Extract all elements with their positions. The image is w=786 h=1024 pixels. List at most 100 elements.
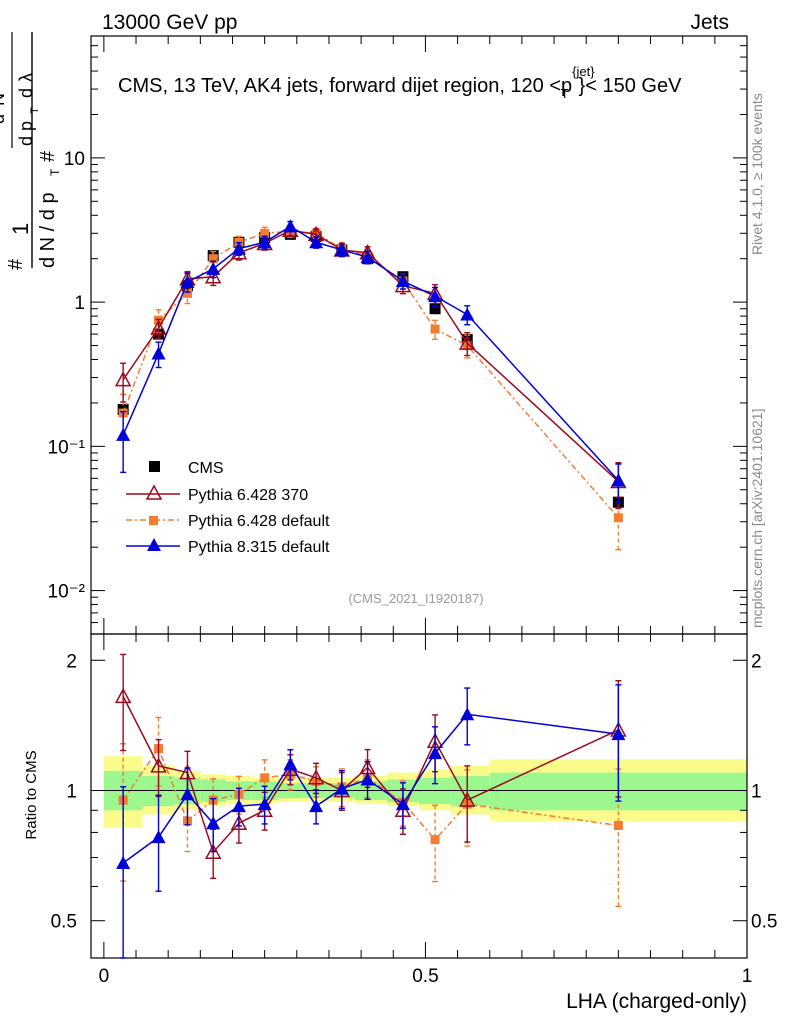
y-tick-label: 10⁻² <box>48 582 86 603</box>
main-panel: 10⁻² 10⁻¹ 1 10 <box>48 35 748 635</box>
ratio-line-p6_default <box>122 746 619 841</box>
svg-text:d: d <box>16 88 36 98</box>
main-point-p8 <box>180 274 195 288</box>
legend-label-cms: CMS <box>188 460 224 477</box>
ratio-y-tick-label-right: 0.5 <box>751 912 777 933</box>
ratio-point-p6_370 <box>307 769 325 785</box>
svg-text:1: 1 <box>8 223 33 235</box>
main-point-p8 <box>283 219 298 233</box>
ratio-point-p8 <box>309 799 324 813</box>
watermark: (CMS_2021_I1920187) <box>348 591 483 606</box>
legend-label-p6-default: Pythia 6.428 default <box>188 513 330 530</box>
main-point-p6_default <box>182 288 192 298</box>
main-point-p6_default <box>430 324 440 334</box>
ratio-ylabel: Ratio to CMS <box>23 750 40 839</box>
main-point-p6_default <box>260 228 270 238</box>
ratio-point-p6_370 <box>458 791 476 807</box>
ratio-point-p8 <box>283 757 298 771</box>
svg-text:N: N <box>0 93 8 106</box>
ratio-line-p6_370 <box>122 696 619 854</box>
legend-item-cms: CMS <box>149 460 224 477</box>
main-point-p6_370 <box>458 334 476 350</box>
main-point-p6_default <box>208 254 218 264</box>
main-point-p8 <box>206 261 221 275</box>
main-point-cms <box>429 303 441 315</box>
main-point-p8 <box>395 274 410 288</box>
rivet-label: Rivet 4.1.0, ≥ 100k events <box>749 93 765 255</box>
legend-item-p6-default: Pythia 6.428 default <box>126 513 330 530</box>
main-point-p8 <box>360 250 375 264</box>
y-tick-label: 10⁻¹ <box>48 437 86 458</box>
ratio-point-p8 <box>116 855 131 869</box>
x-axis-label: LHA (charged-only) <box>566 990 747 1013</box>
main-point-p6_370 <box>150 319 167 335</box>
svg-text:T: T <box>48 168 62 176</box>
svg-text:λ: λ <box>16 73 36 82</box>
ratio-point-p8 <box>360 772 375 786</box>
title-sub: T <box>561 86 569 101</box>
plot-title: CMS, 13 TeV, AK4 jets, forward dijet reg… <box>118 64 682 101</box>
ratio-point-p6_370 <box>204 843 222 859</box>
x-tick-label: 1 <box>742 966 753 987</box>
ratio-point-p8 <box>334 781 349 795</box>
main-line-p6_default <box>122 230 619 519</box>
ratio-point-p6_370 <box>114 687 132 704</box>
legend-label-p8: Pythia 8.315 default <box>188 539 330 556</box>
category-label: Jets <box>690 11 729 34</box>
ratio-y-tick-label: 0.5 <box>51 912 77 933</box>
ratio-point-p8 <box>257 797 272 811</box>
title-sup: {jet} <box>572 64 595 79</box>
source-label: mcplots.cern.ch [arXiv:2401.10621] <box>749 409 765 628</box>
main-point-p8 <box>151 346 166 360</box>
ratio-y-tick-label: 1 <box>66 781 77 802</box>
ratio-y-tick-label: 2 <box>66 651 77 672</box>
y-tick-label: 1 <box>74 293 85 314</box>
svg-text:#: # <box>37 150 59 162</box>
ratio-point-p8 <box>206 816 221 830</box>
title-suffix: }< 150 GeV <box>579 75 683 97</box>
ratio-point-p8 <box>395 797 410 811</box>
ratio-point-p8 <box>180 787 195 801</box>
main-ylabel: # 1 d N / d p T # d 2 N d p T d λ <box>0 32 62 270</box>
x-tick-label: 0 <box>99 966 110 987</box>
main-point-p8 <box>116 427 131 441</box>
ratio-y-tick-label-right: 1 <box>751 781 762 802</box>
main-point-p8 <box>231 241 246 255</box>
svg-text:d p: d p <box>16 121 36 146</box>
ratio-point-p6_default <box>430 835 440 845</box>
ratio-frame <box>90 633 748 959</box>
main-point-p8 <box>428 289 443 303</box>
ratio-point-p8 <box>151 830 166 844</box>
ratio-point-p8 <box>611 727 626 741</box>
svg-text:#: # <box>5 258 27 270</box>
main-line-p8 <box>122 225 619 481</box>
svg-text:T: T <box>29 107 41 114</box>
legend-item-p8: Pythia 8.315 default <box>126 538 330 556</box>
main-point-p6_370 <box>204 268 222 284</box>
ratio-point-p6_370 <box>150 757 167 773</box>
ratio-point-p8 <box>231 799 246 813</box>
y-tick-label: 10 <box>64 149 85 170</box>
ratio-point-p8 <box>428 746 443 760</box>
x-tick-label: 0.5 <box>412 966 438 987</box>
main-point-p6_370 <box>114 371 132 387</box>
ratio-point-p6_default <box>613 820 623 830</box>
main-point-p8 <box>257 235 272 249</box>
ratio-y-tick-label-right: 2 <box>751 651 762 672</box>
main-point-p8 <box>460 307 475 321</box>
title-main: CMS, 13 TeV, AK4 jets, forward dijet reg… <box>118 75 572 97</box>
legend: CMS Pythia 6.428 370 Pythia 6.428 defaul… <box>126 460 330 556</box>
legend-label-p6-370: Pythia 6.428 370 <box>188 487 308 504</box>
main-point-p6_default <box>613 513 623 523</box>
main-line-p6_370 <box>122 229 619 483</box>
ratio-point-p8 <box>460 707 475 721</box>
main-point-p8 <box>309 235 324 249</box>
ratio-panel: 0 0.5 1 0.5 0.5 1 1 2 2 <box>51 633 777 987</box>
ratio-point-p6_370 <box>230 814 248 830</box>
svg-text:d N / d p: d N / d p <box>37 192 59 268</box>
ratio-point-p6_default <box>260 773 270 783</box>
legend-item-p6-370: Pythia 6.428 370 <box>126 484 308 504</box>
energy-label: 13000 GeV pp <box>102 11 237 34</box>
svg-text:d: d <box>0 114 8 124</box>
